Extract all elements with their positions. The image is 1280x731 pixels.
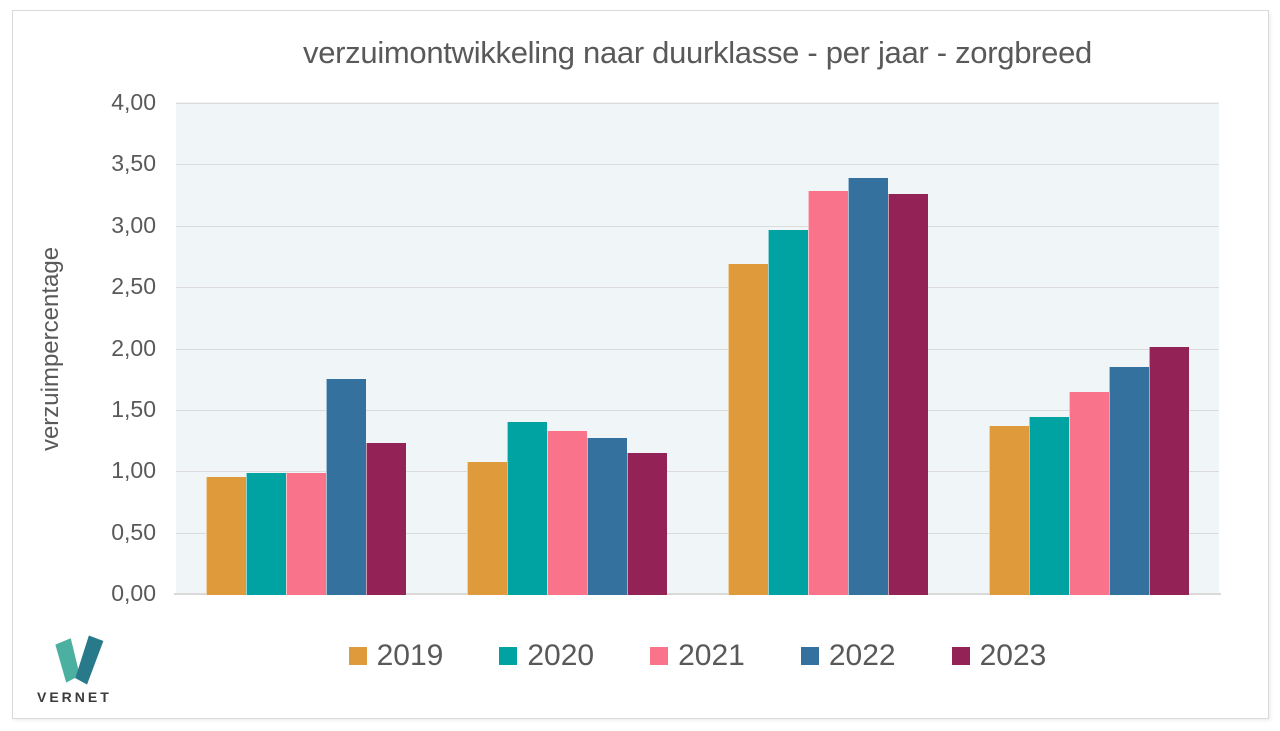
legend-swatch-icon (499, 647, 518, 665)
bar-2020 (767, 230, 808, 595)
bar-2019 (988, 425, 1029, 595)
bar-2021 (807, 191, 848, 595)
y-tick-label: 4,00 (111, 89, 156, 115)
bar-group-4 (988, 102, 1189, 595)
gridline (176, 225, 1219, 227)
legend-swatch-icon (348, 647, 367, 665)
gridline (176, 471, 1219, 473)
y-tick-label: 2,50 (111, 273, 156, 300)
y-tick-label: 1,00 (111, 457, 156, 484)
bar-2023 (627, 452, 668, 595)
bar-2020 (507, 421, 548, 595)
bar-2023 (887, 193, 928, 595)
y-axis-ticks: 0,00 0,50 1,00 1,50 2,00 2,50 3,00 3,50 4,00 (13, 91, 158, 605)
bar-2021 (547, 430, 588, 595)
bar-2019 (467, 462, 508, 595)
bar-2023 (1148, 347, 1189, 595)
legend-item-2020: 2020 (499, 639, 594, 673)
bar-2022 (1108, 366, 1149, 595)
bar-2020 (1028, 417, 1069, 595)
legend-item-2023: 2023 (951, 639, 1047, 673)
legend-swatch-icon (800, 647, 819, 665)
vernet-logo-icon (55, 635, 104, 685)
legend-item-2022: 2022 (800, 639, 896, 673)
gridline (176, 409, 1219, 411)
legend-label: 2019 (376, 639, 444, 672)
legend-swatch-icon (951, 647, 970, 665)
x-axis-line (174, 593, 1221, 595)
y-tick-label: 2,00 (111, 334, 156, 361)
legend-label: 2023 (979, 639, 1047, 672)
bar-2020 (246, 473, 287, 595)
gridline (176, 164, 1219, 166)
gridline (176, 103, 1219, 104)
gridline (176, 348, 1219, 350)
bar-2019 (727, 263, 768, 595)
y-tick-label: 3,00 (111, 211, 156, 238)
bar-2022 (847, 177, 888, 595)
legend-label: 2020 (527, 639, 595, 672)
legend-label: 2021 (678, 639, 745, 672)
legend-swatch-icon (650, 647, 669, 665)
chart-panel: verzuimontwikkeling naar duurklasse - pe… (12, 10, 1269, 719)
chart-title: verzuimontwikkeling naar duurklasse - pe… (303, 35, 1092, 70)
bar-group-3 (727, 102, 928, 595)
vernet-logo: VERNET (37, 633, 147, 705)
y-tick-label: 0,50 (111, 518, 156, 545)
bar-group-2 (467, 102, 668, 595)
gridline (176, 287, 1219, 289)
bar-2023 (366, 442, 407, 595)
y-tick-label: 0,00 (111, 580, 156, 606)
bar-2022 (587, 437, 628, 595)
legend-item-2019: 2019 (348, 639, 444, 673)
plot-area (174, 102, 1221, 595)
gridline (176, 532, 1219, 534)
bar-2021 (1068, 392, 1109, 595)
bar-2019 (206, 477, 247, 595)
bar-2021 (286, 473, 327, 595)
bar-group-1 (206, 102, 407, 595)
vernet-logo-text: VERNET (37, 689, 112, 705)
legend: 2019 2020 2021 2022 2023 (176, 639, 1219, 673)
legend-label: 2022 (828, 639, 896, 672)
y-tick-label: 3,50 (111, 150, 156, 177)
bar-2022 (326, 378, 367, 595)
y-tick-label: 1,50 (111, 395, 156, 422)
legend-item-2021: 2021 (650, 639, 745, 673)
